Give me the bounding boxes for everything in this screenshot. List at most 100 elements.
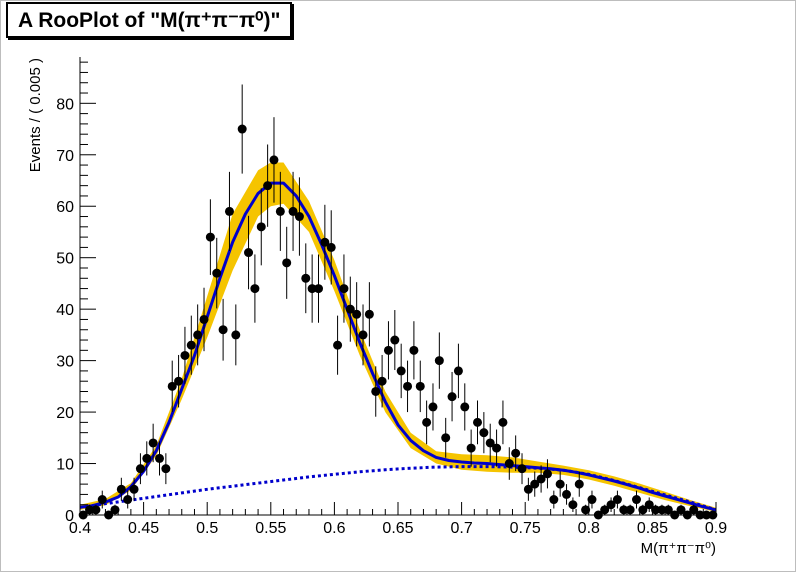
data-marker (275, 206, 285, 216)
data-marker (555, 479, 565, 489)
data-point (479, 412, 489, 454)
data-marker (123, 495, 133, 505)
data-point (466, 429, 476, 467)
axes: 0.4 0.45 0.5 0.55 0.6 0.65 0.7 0.75 0.8 0.85 0.9 0 1… (56, 57, 727, 537)
data-point (542, 459, 552, 489)
data-point (562, 484, 572, 505)
data-point (110, 504, 120, 515)
data-point (632, 490, 641, 509)
data-marker (441, 433, 451, 443)
data-point (155, 441, 164, 476)
data-marker (358, 330, 368, 340)
data-marker (460, 402, 470, 412)
data-marker (473, 417, 482, 427)
data-point (536, 465, 546, 493)
data-marker (587, 495, 597, 505)
data-marker (263, 181, 273, 191)
data-marker (320, 237, 330, 247)
data-marker (581, 505, 591, 515)
data-point (142, 441, 152, 476)
data-points-layer (78, 84, 718, 520)
data-marker (307, 284, 317, 294)
data-point (148, 423, 158, 463)
x-tick-label: 0.55 (255, 520, 286, 537)
data-marker (205, 232, 215, 242)
data-point (358, 304, 368, 366)
data-point (434, 332, 444, 389)
y-tick-label: 60 (56, 199, 74, 216)
data-point (199, 287, 209, 352)
data-marker (568, 500, 578, 510)
y-tick-label: 70 (56, 148, 74, 165)
data-point (606, 497, 616, 512)
data-marker (542, 469, 552, 479)
data-point (568, 497, 578, 512)
data-marker (415, 381, 425, 391)
data-point (339, 254, 349, 323)
data-marker (333, 340, 343, 350)
data-marker (85, 505, 95, 515)
data-marker (110, 505, 120, 515)
data-point (123, 490, 133, 509)
data-point (282, 226, 292, 299)
data-marker (479, 428, 489, 438)
y-tick-label: 20 (56, 405, 74, 422)
y-tick-label: 80 (56, 96, 74, 113)
data-marker (657, 505, 667, 515)
fit-curve-layer (79, 181, 717, 512)
y-tick-label: 40 (56, 302, 74, 319)
data-point (97, 490, 107, 509)
data-marker (574, 479, 584, 489)
data-point (116, 477, 126, 501)
data-marker (161, 464, 171, 474)
data-marker (600, 505, 610, 515)
data-point (460, 383, 470, 431)
data-marker (644, 500, 654, 510)
x-tick-label: 0.75 (510, 520, 541, 537)
data-marker (428, 402, 438, 412)
data-marker (231, 330, 241, 340)
x-tick-label: 0.4 (69, 520, 91, 537)
data-point (689, 504, 699, 515)
data-point (517, 453, 527, 485)
data-point (523, 477, 533, 501)
data-marker (606, 500, 616, 510)
data-point (396, 343, 406, 399)
data-point (85, 504, 95, 515)
data-marker (116, 484, 126, 494)
data-marker (632, 495, 641, 505)
x-axis-title: M(π⁺π⁻π⁰) (641, 540, 716, 557)
data-point (288, 171, 298, 251)
data-point (676, 504, 686, 515)
data-point (371, 366, 381, 417)
data-point (135, 453, 145, 485)
data-marker (193, 330, 203, 340)
x-tick-label: 0.65 (382, 520, 413, 537)
data-marker (638, 505, 648, 515)
data-marker (155, 453, 164, 463)
data-marker (390, 335, 400, 345)
data-point (301, 243, 311, 314)
data-point (250, 254, 260, 323)
data-marker (498, 417, 508, 427)
data-point (307, 254, 317, 323)
data-marker (676, 505, 686, 515)
x-tick-label: 0.5 (196, 520, 218, 537)
data-marker (383, 345, 393, 355)
data-marker (619, 505, 629, 515)
y-tick-label: 0 (65, 508, 74, 525)
data-point (237, 84, 247, 174)
data-marker (199, 314, 209, 324)
data-marker (237, 124, 247, 134)
data-marker (663, 505, 673, 515)
data-marker (142, 453, 152, 463)
data-point (612, 490, 622, 509)
data-marker (434, 356, 444, 366)
data-point (256, 188, 266, 266)
data-point (638, 504, 648, 515)
data-marker (167, 381, 177, 391)
data-marker (97, 495, 107, 505)
data-marker (186, 340, 196, 350)
data-marker (326, 242, 336, 252)
